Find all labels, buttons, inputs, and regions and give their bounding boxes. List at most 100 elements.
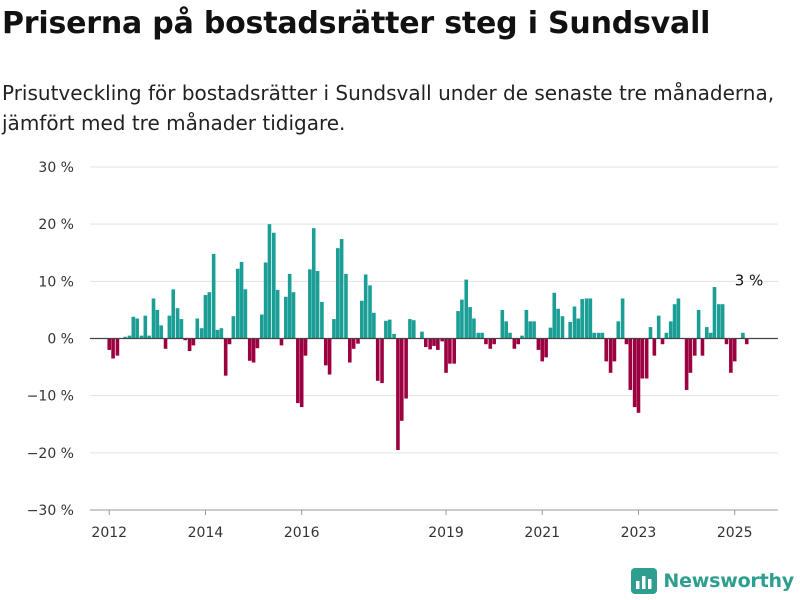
bar	[259, 314, 264, 339]
bar	[363, 274, 368, 339]
bar	[544, 338, 548, 358]
bar	[380, 338, 384, 384]
bar	[604, 338, 609, 362]
bar	[548, 327, 553, 339]
bar	[741, 332, 745, 339]
bar	[135, 318, 139, 339]
bar	[167, 315, 172, 339]
bar	[351, 338, 356, 349]
bar	[668, 321, 673, 339]
bar	[532, 321, 536, 339]
bar	[592, 332, 597, 339]
bar	[195, 318, 200, 339]
bar	[696, 309, 701, 339]
bar	[729, 338, 733, 373]
bar	[708, 332, 713, 339]
latest-value-label: 3 %	[735, 271, 764, 289]
bar	[223, 338, 228, 376]
bar	[396, 338, 400, 450]
bar	[111, 338, 115, 359]
bar	[107, 338, 112, 350]
bar	[143, 315, 148, 339]
x-tick-label: 2023	[621, 525, 657, 540]
bar	[255, 338, 260, 349]
bar	[480, 332, 484, 339]
bar	[572, 306, 577, 339]
bar	[448, 338, 452, 364]
x-tick-label: 2014	[188, 525, 224, 540]
bar-chart-icon	[631, 568, 658, 594]
bar	[332, 319, 336, 339]
bar	[432, 338, 436, 346]
bar	[123, 336, 127, 339]
y-tick-label: 10 %	[38, 274, 74, 290]
bar	[660, 338, 665, 345]
bar	[303, 338, 308, 356]
bar	[344, 273, 348, 339]
bar	[684, 338, 689, 390]
bar	[516, 338, 520, 345]
x-tick-label: 2021	[524, 525, 560, 540]
bar	[308, 269, 312, 339]
bar	[411, 320, 416, 339]
bar	[644, 338, 649, 379]
x-tick-label: 2012	[91, 525, 127, 540]
bar	[203, 295, 208, 339]
bar	[656, 315, 661, 339]
bar	[717, 304, 721, 339]
bar	[612, 338, 617, 362]
bar	[275, 289, 280, 339]
bar	[560, 316, 565, 339]
bar	[139, 335, 144, 339]
bar	[440, 338, 444, 342]
bar	[163, 338, 168, 349]
bar	[468, 307, 472, 339]
bar	[484, 338, 488, 345]
bar	[512, 338, 517, 349]
bar	[664, 332, 669, 339]
bars	[107, 224, 749, 450]
bar	[151, 298, 156, 339]
bar	[187, 338, 192, 352]
bar	[596, 332, 601, 339]
bar	[732, 338, 737, 362]
bar	[672, 304, 677, 339]
bar	[688, 338, 693, 373]
bar	[744, 338, 749, 345]
bar	[724, 338, 729, 345]
bar	[323, 338, 328, 366]
chart-title: Priserna på bostadsrätter steg i Sundsva…	[2, 6, 711, 41]
bar	[171, 289, 176, 339]
bar	[131, 316, 136, 339]
bar	[284, 296, 288, 339]
bar	[632, 338, 637, 408]
bar	[648, 327, 653, 339]
bar	[235, 268, 240, 339]
bar	[227, 338, 232, 345]
bar	[384, 320, 388, 339]
bar	[504, 321, 508, 339]
bar	[199, 328, 204, 339]
bar	[640, 338, 645, 379]
bar	[472, 318, 476, 339]
bar	[624, 338, 629, 345]
bar	[399, 338, 404, 421]
chart-subtitle: Prisutveckling för bostadsrätter i Sunds…	[2, 81, 775, 135]
bar	[636, 338, 641, 413]
bar	[271, 232, 276, 339]
x-tick-label: 2025	[717, 525, 753, 540]
bar	[620, 298, 625, 339]
bar	[568, 321, 572, 339]
bar	[652, 338, 657, 356]
bar	[584, 298, 589, 339]
bar	[700, 338, 705, 356]
bar	[127, 335, 132, 339]
bar	[211, 253, 216, 339]
bar	[404, 338, 408, 399]
bar	[372, 312, 376, 339]
bar	[339, 239, 344, 339]
bar	[387, 319, 392, 339]
bar	[360, 300, 364, 339]
bar	[175, 308, 180, 339]
bar	[420, 331, 424, 339]
